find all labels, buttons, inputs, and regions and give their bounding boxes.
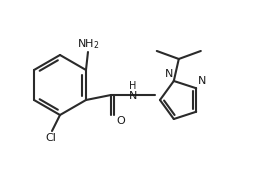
Text: N: N	[129, 91, 137, 101]
Text: N: N	[164, 69, 173, 79]
Text: NH$_2$: NH$_2$	[77, 37, 99, 51]
Text: Cl: Cl	[45, 133, 57, 143]
Text: O: O	[116, 116, 125, 126]
Text: H: H	[129, 81, 137, 91]
Text: N: N	[198, 76, 206, 86]
